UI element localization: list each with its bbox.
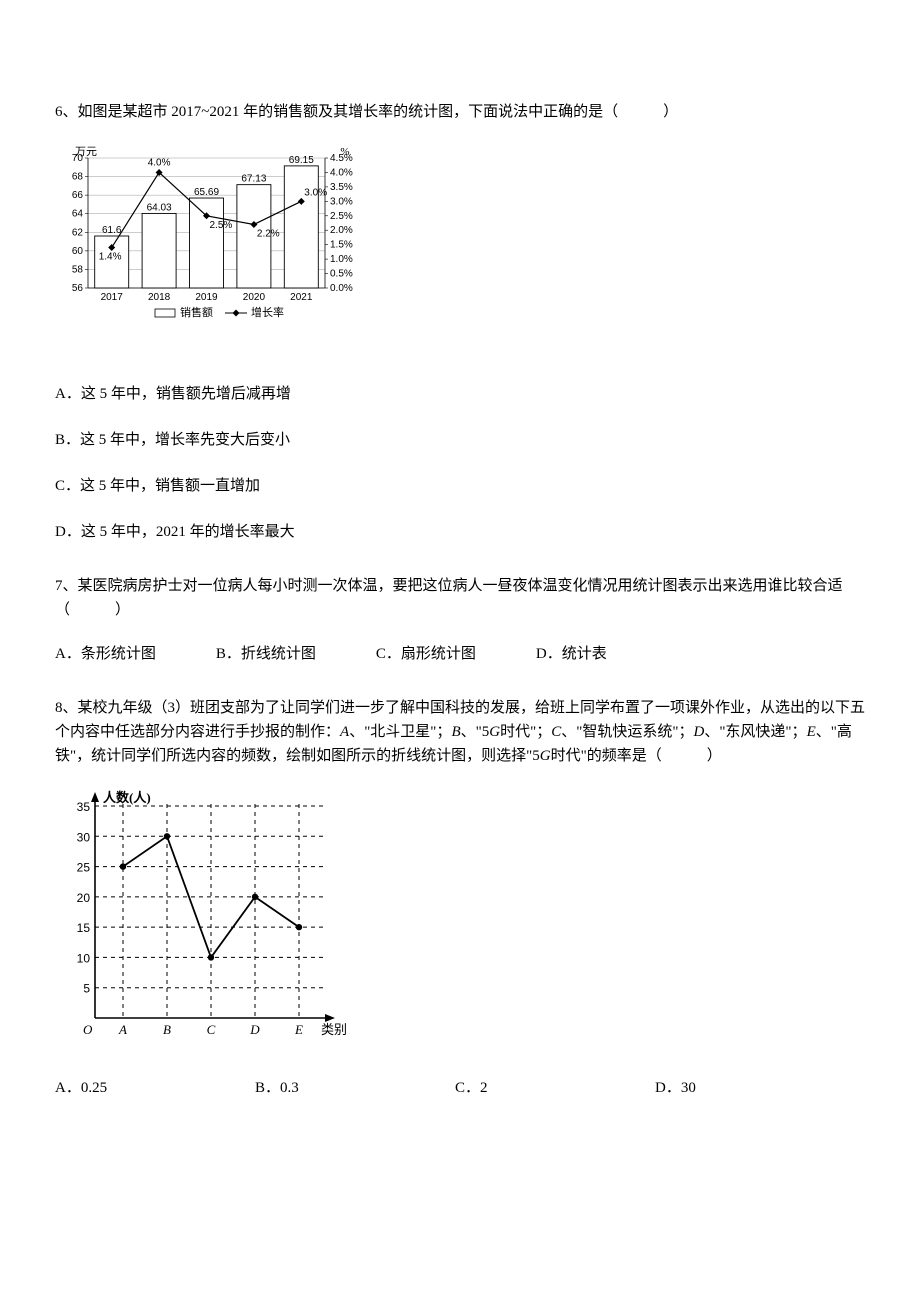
- q8-option-c[interactable]: C．2: [455, 1076, 655, 1100]
- svg-text:15: 15: [77, 921, 91, 935]
- q8-A-lbl: A: [340, 724, 349, 740]
- svg-text:B: B: [163, 1022, 171, 1037]
- svg-text:3.0%: 3.0%: [330, 196, 353, 207]
- svg-text:4.0%: 4.0%: [330, 167, 353, 178]
- svg-text:20: 20: [77, 891, 91, 905]
- question-8: 8、某校九年级（3）班团支部为了让同学们进一步了解中国科技的发展，给班上同学布置…: [55, 696, 865, 1100]
- svg-text:2.5%: 2.5%: [330, 211, 353, 222]
- svg-text:2020: 2020: [243, 292, 266, 303]
- svg-text:70: 70: [72, 153, 84, 164]
- q8-option-b[interactable]: B．0.3: [255, 1076, 455, 1100]
- svg-text:O: O: [83, 1022, 93, 1037]
- svg-text:56: 56: [72, 283, 84, 294]
- svg-text:64: 64: [72, 209, 84, 220]
- svg-text:2.2%: 2.2%: [257, 228, 280, 239]
- svg-text:3.5%: 3.5%: [330, 182, 353, 193]
- q7-text: 7、某医院病房护士对一位病人每小时测一次体温，要把这位病人一昼夜体温变化情况用统…: [55, 574, 865, 622]
- q8-B-lbl: B: [451, 724, 460, 740]
- svg-text:D: D: [249, 1022, 260, 1037]
- q8-G2-lbl: G: [540, 748, 551, 764]
- svg-text:4.5%: 4.5%: [330, 153, 353, 164]
- svg-text:30: 30: [77, 830, 91, 844]
- svg-text:58: 58: [72, 264, 84, 275]
- question-6: 6、如图是某超市 2017~2021 年的销售额及其增长率的统计图，下面说法中正…: [55, 100, 865, 544]
- q8-E-lbl: E: [807, 724, 816, 740]
- q8-B: 、"5: [461, 724, 490, 740]
- svg-text:2018: 2018: [148, 292, 171, 303]
- q8-D: 、"东风快递"；: [704, 724, 806, 740]
- svg-text:35: 35: [77, 800, 91, 814]
- q7-option-c[interactable]: C．扇形统计图: [376, 642, 476, 666]
- q8-chart: 人数(人) 5 10 15 20 25 30 35 A B C D E O 类别: [55, 788, 865, 1048]
- svg-text:1.0%: 1.0%: [330, 254, 353, 265]
- svg-text:10: 10: [77, 951, 91, 965]
- q8-C: 、"智轨快运系统"；: [561, 724, 693, 740]
- q6-options: A．这 5 年中，销售额先增后减再增 B．这 5 年中，增长率先变大后变小 C．…: [55, 382, 865, 544]
- svg-text:60: 60: [72, 246, 84, 257]
- svg-text:4.0%: 4.0%: [148, 157, 171, 168]
- q7-options: A．条形统计图 B．折线统计图 C．扇形统计图 D．统计表: [55, 642, 865, 666]
- svg-text:67.13: 67.13: [241, 174, 266, 185]
- q6-text: 6、如图是某超市 2017~2021 年的销售额及其增长率的统计图，下面说法中正…: [55, 100, 865, 124]
- question-7: 7、某医院病房护士对一位病人每小时测一次体温，要把这位病人一昼夜体温变化情况用统…: [55, 574, 865, 666]
- q8-options: A．0.25 B．0.3 C．2 D．30: [55, 1076, 865, 1100]
- svg-text:64.03: 64.03: [147, 202, 172, 213]
- q6-chart-svg: 万元%56586062646668700.0%0.5%1.0%1.5%2.0%2…: [55, 144, 365, 354]
- svg-text:61.6: 61.6: [102, 225, 122, 236]
- svg-text:5: 5: [83, 982, 90, 996]
- q8-text-post2: 时代"的频率是（ ）: [551, 748, 722, 764]
- svg-text:25: 25: [77, 861, 91, 875]
- q6-chart: 万元%56586062646668700.0%0.5%1.0%1.5%2.0%2…: [55, 144, 865, 354]
- q8-G-lbl: G: [489, 724, 500, 740]
- svg-text:2021: 2021: [290, 292, 313, 303]
- q8-text-post: 统计同学们所选内容的频数，绘制如图所示的折线统计图，则选择"5: [91, 748, 540, 764]
- svg-text:65.69: 65.69: [194, 187, 219, 198]
- q8-B2: 时代"；: [500, 724, 551, 740]
- svg-text:2019: 2019: [195, 292, 218, 303]
- q6-option-b[interactable]: B．这 5 年中，增长率先变大后变小: [55, 428, 865, 452]
- svg-text:E: E: [294, 1022, 303, 1037]
- q8-text: 8、某校九年级（3）班团支部为了让同学们进一步了解中国科技的发展，给班上同学布置…: [55, 696, 865, 768]
- svg-text:69.15: 69.15: [289, 155, 314, 166]
- q8-C-lbl: C: [551, 724, 561, 740]
- q8-chart-svg: 人数(人) 5 10 15 20 25 30 35 A B C D E O 类别: [55, 788, 355, 1048]
- svg-text:增长率: 增长率: [251, 305, 284, 319]
- svg-text:2.5%: 2.5%: [210, 220, 233, 231]
- q6-option-d[interactable]: D．这 5 年中，2021 年的增长率最大: [55, 520, 865, 544]
- svg-text:62: 62: [72, 227, 84, 238]
- q6-option-c[interactable]: C．这 5 年中，销售额一直增加: [55, 474, 865, 498]
- svg-text:人数(人): 人数(人): [103, 790, 151, 805]
- svg-text:2017: 2017: [101, 292, 124, 303]
- q8-D-lbl: D: [693, 724, 704, 740]
- svg-text:1.5%: 1.5%: [330, 240, 353, 251]
- q8-option-d[interactable]: D．30: [655, 1076, 855, 1100]
- svg-text:1.4%: 1.4%: [99, 252, 122, 263]
- q7-option-a[interactable]: A．条形统计图: [55, 642, 156, 666]
- svg-text:68: 68: [72, 172, 84, 183]
- svg-text:2.0%: 2.0%: [330, 225, 353, 236]
- q7-option-d[interactable]: D．统计表: [536, 642, 607, 666]
- q7-option-b[interactable]: B．折线统计图: [216, 642, 316, 666]
- svg-text:3.0%: 3.0%: [304, 187, 327, 198]
- svg-text:C: C: [207, 1022, 216, 1037]
- svg-text:66: 66: [72, 190, 84, 201]
- svg-text:0.0%: 0.0%: [330, 283, 353, 294]
- svg-text:类别: 类别: [321, 1022, 347, 1037]
- svg-text:0.5%: 0.5%: [330, 269, 353, 280]
- q8-option-a[interactable]: A．0.25: [55, 1076, 255, 1100]
- q6-option-a[interactable]: A．这 5 年中，销售额先增后减再增: [55, 382, 865, 406]
- svg-text:A: A: [118, 1022, 127, 1037]
- q8-A: 、"北斗卫星"；: [349, 724, 451, 740]
- svg-text:销售额: 销售额: [180, 305, 213, 319]
